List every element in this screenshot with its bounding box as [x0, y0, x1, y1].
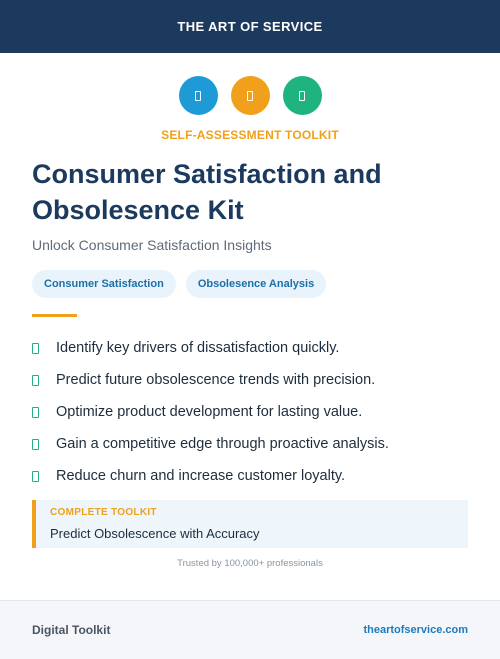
check-icon: [32, 406, 39, 418]
accent-divider: [32, 314, 77, 317]
check-icon: [32, 438, 39, 450]
benefit-list: Identify key drivers of dissatisfaction …: [32, 332, 389, 492]
check-icon: [32, 374, 39, 386]
benefit-text: Predict future obsolescence trends with …: [56, 372, 376, 388]
website-link[interactable]: theartofservice.com: [363, 624, 468, 636]
check-icon: [32, 470, 39, 482]
benefit-item: Reduce churn and increase customer loyal…: [32, 460, 389, 492]
tag-list: Consumer Satisfaction Obsolesence Analys…: [32, 270, 327, 298]
footer-bar: Digital Toolkit theartofservice.com: [0, 600, 500, 659]
document-icon: [178, 76, 218, 115]
document-icon: [230, 76, 270, 115]
page-title: Consumer Satisfaction and Obsolesence Ki…: [32, 159, 382, 225]
benefit-text: Reduce churn and increase customer loyal…: [56, 468, 346, 484]
kicker-label: SELF-ASSESSMENT TOOLKIT: [161, 128, 339, 142]
callout-text: Predict Obsolescence with Accuracy: [50, 526, 260, 541]
footer-label: Digital Toolkit: [32, 623, 111, 637]
brand-name: THE ART OF SERVICE: [177, 19, 323, 34]
subtitle: Unlock Consumer Satisfaction Insights: [32, 237, 272, 253]
benefit-text: Gain a competitive edge through proactiv…: [56, 436, 389, 452]
benefit-item: Predict future obsolescence trends with …: [32, 364, 389, 396]
benefit-text: Optimize product development for lasting…: [56, 404, 363, 420]
icon-row: [0, 76, 500, 115]
benefit-item: Identify key drivers of dissatisfaction …: [32, 332, 389, 364]
benefit-text: Identify key drivers of dissatisfaction …: [56, 340, 340, 356]
document-icon: [282, 76, 322, 115]
tag-obsolesence-analysis: Obsolesence Analysis: [185, 270, 327, 298]
header-bar: THE ART OF SERVICE: [0, 0, 500, 53]
benefit-item: Gain a competitive edge through proactiv…: [32, 428, 389, 460]
trust-note: Trusted by 100,000+ professionals: [177, 558, 323, 569]
tag-consumer-satisfaction: Consumer Satisfaction: [32, 270, 176, 298]
check-icon: [32, 342, 39, 354]
benefit-item: Optimize product development for lasting…: [32, 396, 389, 428]
toolkit-callout: COMPLETE TOOLKIT Predict Obsolescence wi…: [32, 500, 468, 548]
callout-label: COMPLETE TOOLKIT: [50, 507, 157, 518]
